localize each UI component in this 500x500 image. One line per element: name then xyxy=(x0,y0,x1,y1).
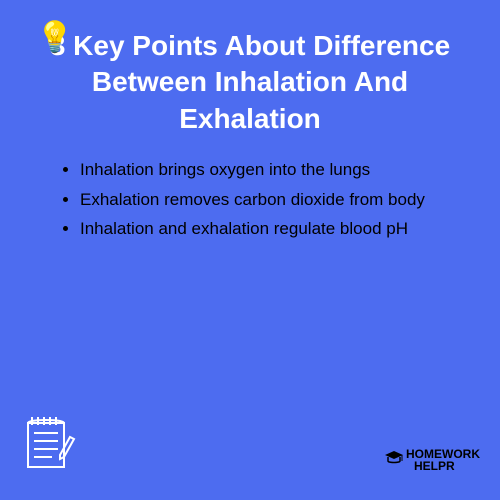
header: 💡 3 Key Points About Difference Between … xyxy=(0,0,500,147)
logo-text: HOMEWORK HELPR xyxy=(406,448,480,472)
brand-logo: HOMEWORK HELPR xyxy=(384,448,480,472)
page-title: 3 Key Points About Difference Between In… xyxy=(24,28,476,137)
graduation-cap-icon xyxy=(384,450,404,471)
logo-line2: HELPR xyxy=(414,460,480,472)
list-item: Inhalation and exhalation regulate blood… xyxy=(80,216,450,242)
notepad-pencil-icon xyxy=(22,411,78,478)
list-item: Exhalation removes carbon dioxide from b… xyxy=(80,187,450,213)
lightbulb-icon: 💡 xyxy=(36,20,73,55)
list-item: Inhalation brings oxygen into the lungs xyxy=(80,157,450,183)
key-points-list: Inhalation brings oxygen into the lungs … xyxy=(0,147,500,242)
